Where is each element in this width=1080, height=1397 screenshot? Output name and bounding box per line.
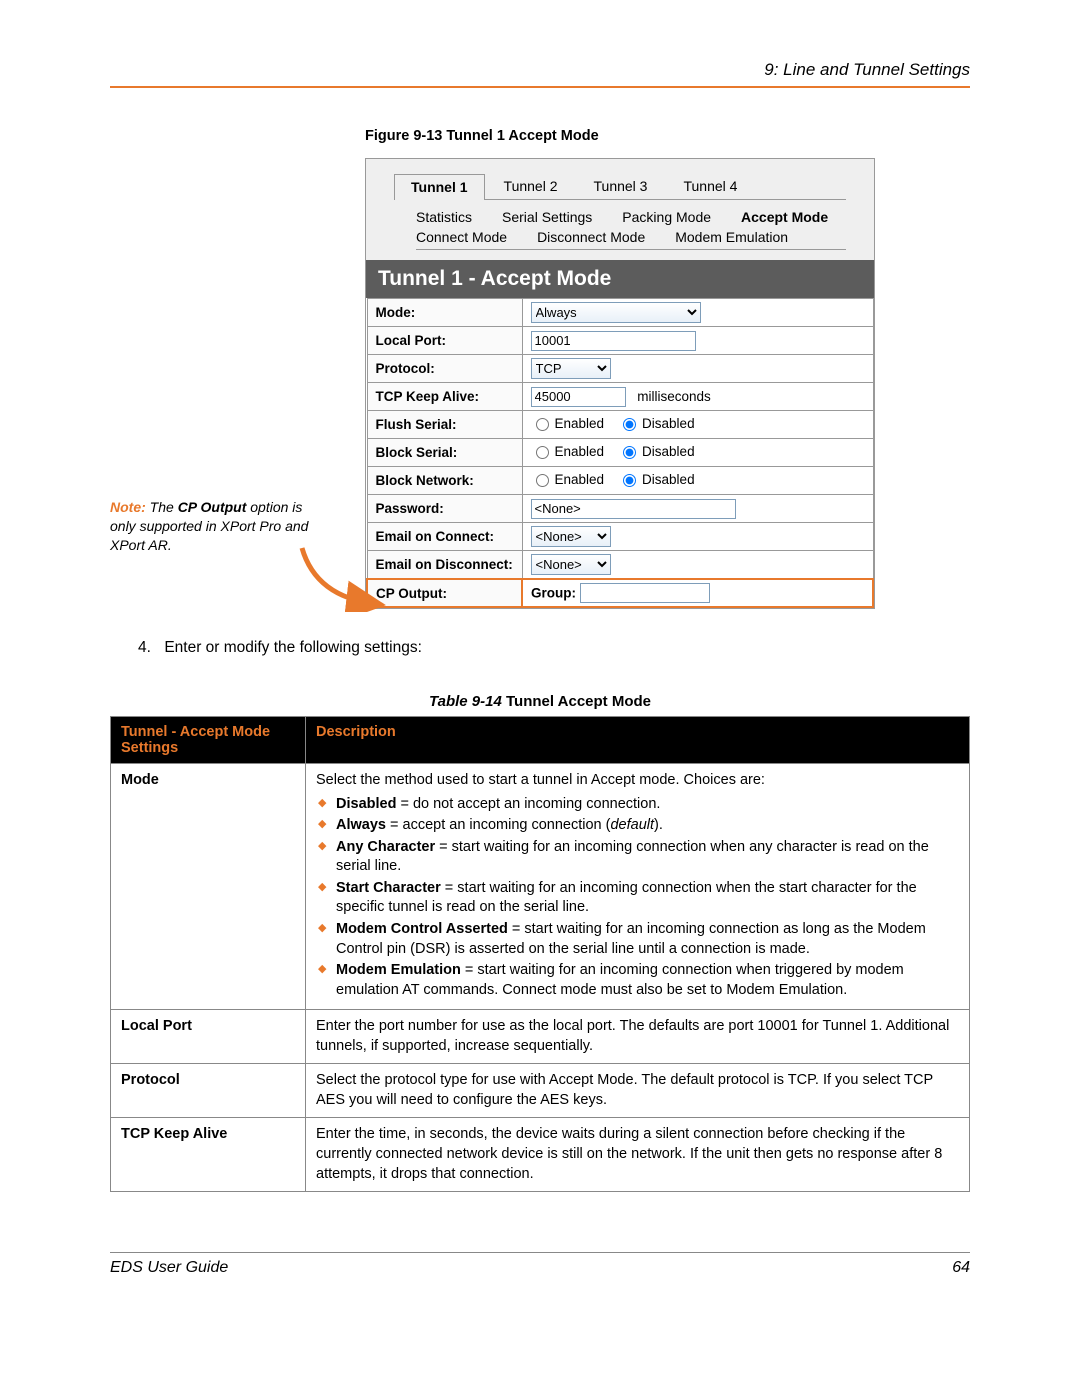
desc-row-protocol-text: Select the protocol type for use with Ac… (306, 1064, 970, 1118)
label-password: Password: (367, 495, 522, 523)
email-connect-select[interactable]: <None> (531, 526, 611, 547)
tcp-keep-alive-unit: milliseconds (637, 389, 711, 404)
tab-tunnel-4[interactable]: Tunnel 4 (666, 173, 754, 199)
step-4: 4. Enter or modify the following setting… (138, 639, 970, 657)
block-serial-enabled[interactable]: Enabled (531, 443, 605, 459)
note-label: Note: (110, 499, 146, 515)
protocol-select[interactable]: TCP (531, 358, 611, 379)
desc-row-protocol-label: Protocol (111, 1064, 306, 1118)
sub-tabs: Statistics Serial Settings Packing Mode … (416, 208, 846, 250)
subtab-statistics[interactable]: Statistics (416, 208, 472, 226)
panel-title: Tunnel 1 - Accept Mode (366, 260, 874, 298)
description-table: Tunnel - Accept Mode Settings Descriptio… (110, 716, 970, 1192)
footer-left: EDS User Guide (110, 1259, 228, 1277)
block-serial-disabled[interactable]: Disabled (618, 443, 695, 459)
desc-row-mode-text: Select the method used to start a tunnel… (306, 764, 970, 1010)
label-mode: Mode: (367, 299, 522, 327)
flush-serial-disabled[interactable]: Disabled (618, 415, 695, 431)
subtab-modem-emulation[interactable]: Modem Emulation (675, 228, 788, 246)
label-email-connect: Email on Connect: (367, 523, 522, 551)
subtab-accept-mode[interactable]: Accept Mode (741, 208, 828, 226)
desc-row-tcp-keep-alive-label: TCP Keep Alive (111, 1118, 306, 1192)
block-network-enabled[interactable]: Enabled (531, 471, 605, 487)
subtab-serial-settings[interactable]: Serial Settings (502, 208, 592, 226)
note-bold: CP Output (178, 499, 247, 515)
page-footer: EDS User Guide 64 (110, 1252, 970, 1277)
step-text: Enter or modify the following settings: (164, 639, 422, 656)
cp-output-group-label: Group: (531, 586, 576, 601)
tab-tunnel-1[interactable]: Tunnel 1 (394, 174, 485, 200)
table-caption-pre: Table 9-14 (429, 693, 502, 710)
flush-serial-enabled[interactable]: Enabled (531, 415, 605, 431)
tab-tunnel-2[interactable]: Tunnel 2 (487, 173, 575, 199)
email-disconnect-select[interactable]: <None> (531, 554, 611, 575)
desc-row-tcp-keep-alive-text: Enter the time, in seconds, the device w… (306, 1118, 970, 1192)
config-panel: Tunnel 1 Tunnel 2 Tunnel 3 Tunnel 4 Stat… (365, 158, 875, 609)
subtab-connect-mode[interactable]: Connect Mode (416, 228, 507, 246)
label-cp-output: CP Output: (367, 579, 522, 607)
password-input[interactable] (531, 499, 736, 519)
note-text-1: The (150, 499, 178, 515)
desc-row-local-port-label: Local Port (111, 1010, 306, 1064)
label-email-disconnect: Email on Disconnect: (367, 551, 522, 580)
tcp-keep-alive-input[interactable] (531, 387, 626, 407)
tab-tunnel-3[interactable]: Tunnel 3 (577, 173, 665, 199)
header-rule (110, 86, 970, 88)
note-callout: Note: The CP Output option is only suppo… (110, 498, 320, 555)
figure-caption: Figure 9-13 Tunnel 1 Accept Mode (365, 128, 970, 144)
step-number: 4. (138, 639, 160, 657)
label-tcp-keep-alive: TCP Keep Alive: (367, 383, 522, 411)
table-caption-title: Tunnel Accept Mode (502, 693, 651, 710)
table-caption: Table 9-14 Tunnel Accept Mode (110, 693, 970, 710)
footer-right: 64 (952, 1259, 970, 1277)
label-block-serial: Block Serial: (367, 439, 522, 467)
label-flush-serial: Flush Serial: (367, 411, 522, 439)
cp-output-group-input[interactable] (580, 583, 710, 603)
label-local-port: Local Port: (367, 327, 522, 355)
desc-header-description: Description (306, 717, 970, 764)
desc-row-mode-label: Mode (111, 764, 306, 1010)
section-header: 9: Line and Tunnel Settings (110, 60, 970, 80)
desc-row-local-port-text: Enter the port number for use as the loc… (306, 1010, 970, 1064)
mode-select[interactable]: Always (531, 302, 701, 323)
local-port-input[interactable] (531, 331, 696, 351)
subtab-packing-mode[interactable]: Packing Mode (622, 208, 711, 226)
label-block-network: Block Network: (367, 467, 522, 495)
subtab-disconnect-mode[interactable]: Disconnect Mode (537, 228, 645, 246)
config-table: Mode: Always Local Port: Protocol: TCP T… (366, 298, 874, 608)
block-network-disabled[interactable]: Disabled (618, 471, 695, 487)
label-protocol: Protocol: (367, 355, 522, 383)
tunnel-tabs: Tunnel 1 Tunnel 2 Tunnel 3 Tunnel 4 (394, 173, 846, 200)
desc-header-settings: Tunnel - Accept Mode Settings (111, 717, 306, 764)
